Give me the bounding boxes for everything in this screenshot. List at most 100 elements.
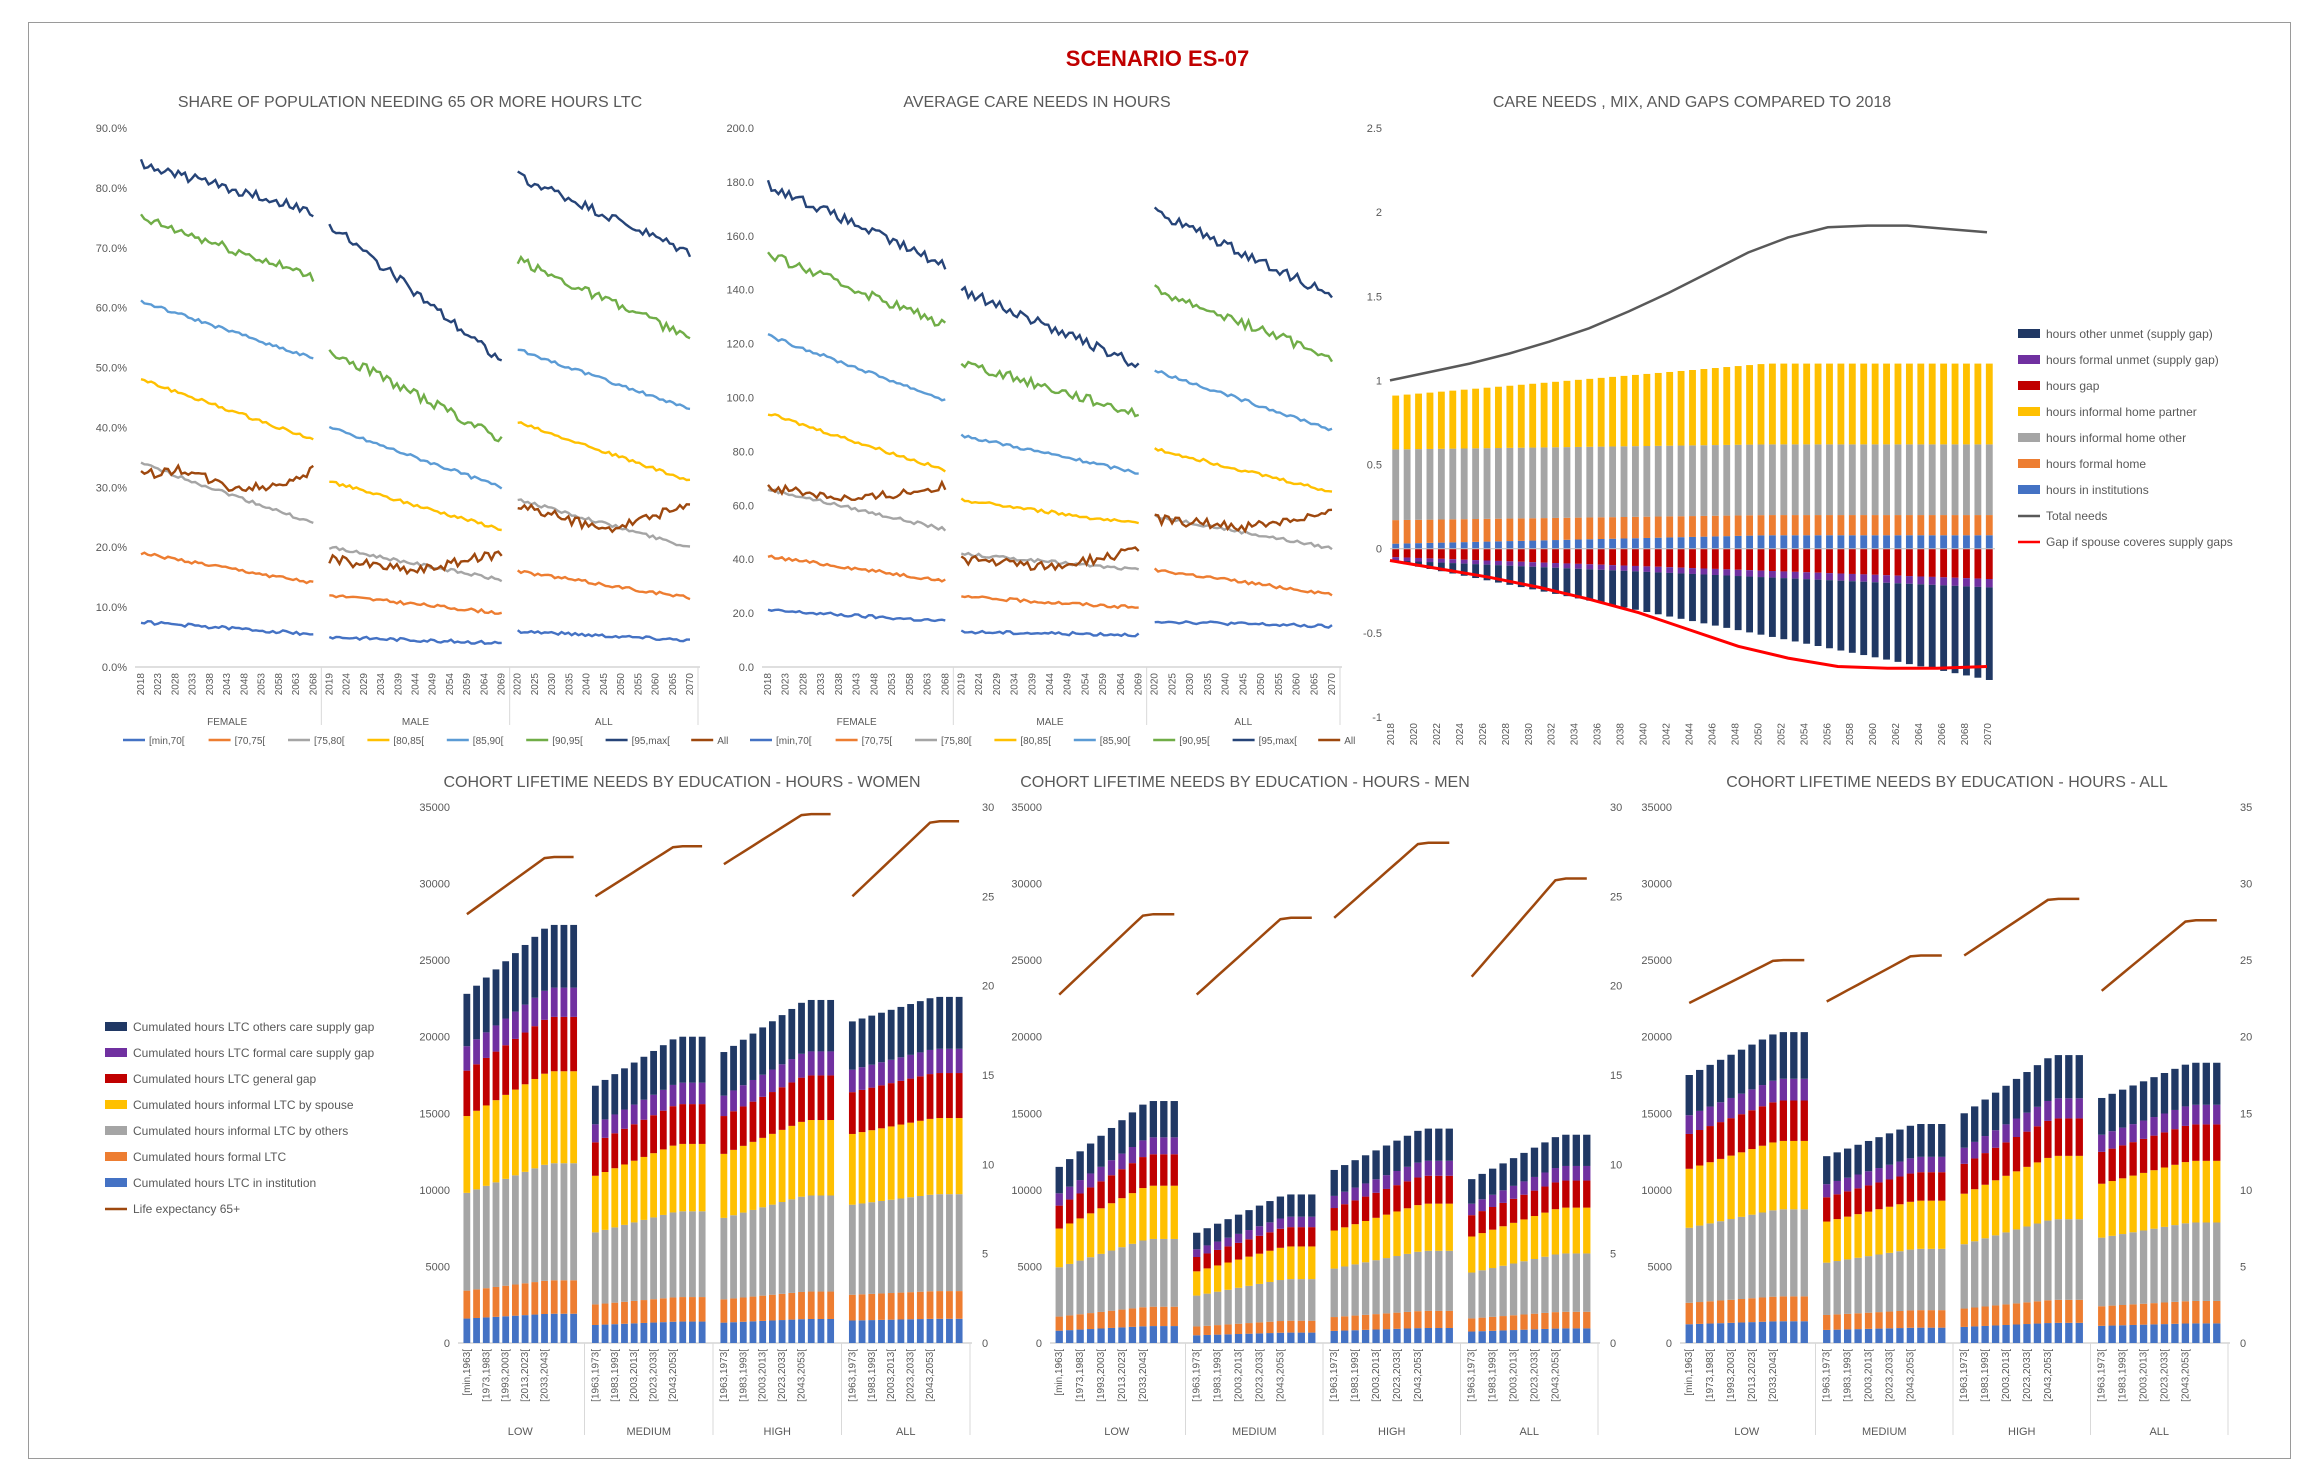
- women-bar-segment: [807, 1120, 815, 1196]
- all-bar-segment: [2181, 1106, 2190, 1126]
- mix-negative-bar-segment: [1826, 580, 1833, 649]
- women-bar-segment: [720, 1217, 728, 1300]
- all-bar-segment: [1927, 1172, 1935, 1201]
- share-xtick: 2053: [257, 673, 268, 696]
- women-bar-segment: [640, 1322, 648, 1343]
- men-bar-segment: [1583, 1207, 1591, 1254]
- all-bar-segment: [1960, 1113, 1968, 1148]
- share-xtick: 2068: [308, 673, 319, 696]
- women-bar-segment: [502, 1316, 510, 1343]
- men-xtick: [2003,2013[: [1509, 1349, 1520, 1402]
- all-bar-segment: [2108, 1325, 2116, 1343]
- share-female-series-line: [140, 551, 314, 585]
- all-bar-segment: [1823, 1221, 1831, 1263]
- all-bar-segment: [2002, 1085, 2010, 1125]
- all-ytick-right: 15: [2240, 1108, 2252, 1120]
- mix-positive-bar-segment: [1460, 519, 1468, 543]
- share-xtick: 2025: [530, 673, 541, 696]
- men-bar-segment: [1086, 1173, 1095, 1188]
- women-bar-segment: [916, 1120, 924, 1196]
- men-bar-segment: [1562, 1253, 1570, 1312]
- men-bar-segment: [1499, 1330, 1507, 1343]
- all-bar-segment: [2044, 1300, 2052, 1324]
- women-bar-segment: [768, 1204, 776, 1295]
- all-bar-segment: [1885, 1133, 1894, 1165]
- mix-positive-bar-segment: [1483, 518, 1491, 542]
- all-bar-segment: [2171, 1164, 2179, 1226]
- all-bar-segment: [1885, 1206, 1894, 1253]
- all-ytick: 5000: [1648, 1261, 1672, 1273]
- women-bar-segment: [531, 1168, 539, 1283]
- mix-positive-bar-segment: [1460, 389, 1468, 449]
- women-xtick: [2023,2033[: [906, 1349, 917, 1402]
- women-bar-segment: [887, 1009, 895, 1060]
- men-bar-segment: [1308, 1227, 1316, 1247]
- women-bar-segment: [550, 1016, 558, 1072]
- all-bar-segment: [1716, 1122, 1725, 1159]
- women-bar-segment: [669, 1321, 677, 1343]
- women-bar-segment: [817, 1195, 825, 1292]
- women-bar-segment: [511, 1089, 519, 1176]
- all-bar-segment: [1823, 1329, 1831, 1343]
- all-bar-segment: [1685, 1324, 1693, 1343]
- mix-negative-bar-segment: [1860, 548, 1868, 575]
- all-bar-segment: [1938, 1248, 1946, 1311]
- men-bar-segment: [1488, 1330, 1497, 1343]
- all-bar-segment: [1854, 1174, 1862, 1189]
- women-bar-segment: [669, 1145, 677, 1213]
- all-xtick: [2043,2053[: [1905, 1349, 1916, 1402]
- men-bar-segment: [1297, 1279, 1305, 1321]
- all-bar-segment: [2075, 1322, 2083, 1343]
- share-male-series-line: [329, 480, 502, 532]
- mix-negative-bar-segment: [1940, 577, 1948, 586]
- mix-positive-bar-segment: [1529, 383, 1537, 448]
- mix-xtick: 2052: [1776, 723, 1787, 746]
- women-bar-segment: [541, 1073, 548, 1165]
- all-bar-segment: [2098, 1237, 2106, 1307]
- avg-male-series-line: [960, 551, 1140, 571]
- women-bar-segment: [630, 1104, 638, 1125]
- all-ytick: 25000: [1641, 955, 1672, 967]
- women-bar-segment: [621, 1109, 628, 1129]
- men-bar-segment: [1509, 1315, 1518, 1331]
- all-bar-segment: [1706, 1223, 1714, 1302]
- avg-male-series-line: [960, 360, 1140, 418]
- men-bar-segment: [1066, 1199, 1074, 1224]
- mix-positive-bar-segment: [1940, 363, 1948, 445]
- mix-xtick: 2054: [1799, 723, 1810, 746]
- men-bar-segment: [1372, 1192, 1380, 1218]
- all-bar-segment: [2160, 1324, 2169, 1343]
- share-xtick: 2023: [153, 673, 164, 696]
- mix-negative-bar-segment: [1848, 573, 1856, 582]
- share-female-series-line: [140, 213, 315, 282]
- men-bar-segment: [1097, 1311, 1105, 1329]
- mix-negative-bar-segment: [1403, 548, 1411, 558]
- women-bar-segment: [955, 1118, 963, 1195]
- men-bar-segment: [1478, 1173, 1486, 1200]
- all-bar-segment: [1896, 1310, 1904, 1329]
- women-bar-segment: [817, 1318, 825, 1343]
- men-bar-segment: [1520, 1152, 1528, 1182]
- mix-negative-bar-segment: [1723, 575, 1731, 628]
- share-xtick: 2044: [411, 673, 422, 696]
- men-bar-segment: [1234, 1287, 1243, 1324]
- women-bar-segment: [630, 1323, 638, 1343]
- all-bar-segment: [1938, 1124, 1946, 1157]
- women-bar-segment: [926, 998, 934, 1050]
- mix-positive-bar-segment: [1985, 444, 1993, 516]
- men-bar-segment: [1330, 1230, 1338, 1269]
- all-bar-segment: [1737, 1114, 1746, 1153]
- all-bar-segment: [1885, 1252, 1894, 1312]
- men-bar-segment: [1372, 1217, 1380, 1261]
- all-bar-segment: [2171, 1301, 2179, 1324]
- women-bar-segment: [630, 1222, 638, 1301]
- mix-positive-bar-segment: [1620, 375, 1628, 447]
- men-bar-segment: [1445, 1250, 1453, 1311]
- all-bar-segment: [1790, 1296, 1798, 1322]
- share-all-series-line: [517, 498, 691, 548]
- mix-xtick: 2068: [1960, 723, 1971, 746]
- mix-positive-bar-segment: [1803, 444, 1811, 516]
- all-bar-segment: [2044, 1157, 2052, 1221]
- all-xtick: [1963,1973[: [1822, 1349, 1833, 1402]
- mix-negative-bar-segment: [1677, 573, 1685, 619]
